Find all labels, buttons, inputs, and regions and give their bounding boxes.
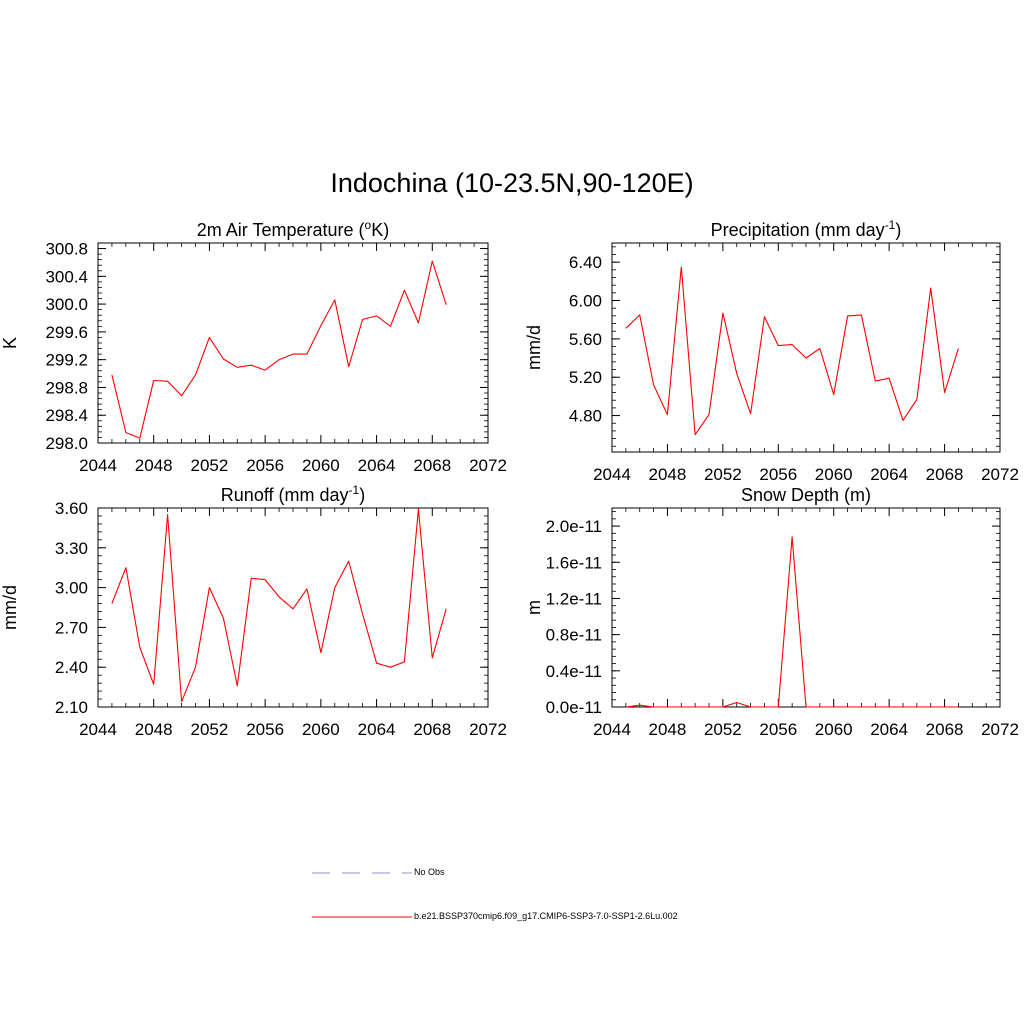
y-tick-label: 3.30 <box>55 539 88 558</box>
y-tick-label: 300.4 <box>45 267 88 286</box>
y-tick-label: 2.0e-11 <box>546 517 602 536</box>
plot-frame <box>97 507 489 708</box>
panel-title-tail: K) <box>371 220 389 240</box>
panel-title: Snow Depth (m) <box>741 485 871 505</box>
x-tick-label: 2072 <box>469 720 507 739</box>
series-line <box>625 536 959 708</box>
x-tick-label: 2052 <box>704 465 742 484</box>
x-tick-label: 2056 <box>246 720 284 739</box>
figure-title: Indochina (10-23.5N,90-120E) <box>330 168 694 198</box>
y-tick-label: 2.10 <box>55 698 88 717</box>
x-tick-label: 2060 <box>815 465 853 484</box>
x-tick-label: 2044 <box>79 720 117 739</box>
y-tick-label: 299.2 <box>45 351 88 370</box>
x-tick-label: 2060 <box>815 720 853 739</box>
x-tick-label: 2064 <box>358 720 396 739</box>
y-tick-label: 6.00 <box>569 292 602 311</box>
panel-title-text: Runoff (mm day <box>221 485 349 505</box>
y-tick-label: 2.40 <box>55 658 88 677</box>
panel-title: Runoff (mm day-1) <box>221 483 365 505</box>
y-tick-label: 299.6 <box>45 323 88 342</box>
y-tick-label: 300.8 <box>45 240 88 259</box>
panel-title-text: Snow Depth (m) <box>741 485 871 505</box>
x-tick-label: 2048 <box>135 456 173 475</box>
y-tick-label: 2.70 <box>55 618 88 637</box>
panel-title-text: 2m Air Temperature ( <box>197 220 365 240</box>
y-tick-label: 0.8e-11 <box>546 626 602 645</box>
x-tick-label: 2064 <box>358 456 396 475</box>
panel-title: Precipitation (mm day-1) <box>711 218 902 240</box>
x-tick-label: 2068 <box>926 465 964 484</box>
x-tick-label: 2044 <box>593 720 631 739</box>
legend-label-no-obs: No Obs <box>414 867 445 877</box>
x-tick-label: 2072 <box>981 465 1019 484</box>
series-line <box>111 508 447 703</box>
x-tick-label: 2052 <box>191 456 229 475</box>
y-tick-label: 1.2e-11 <box>546 589 602 608</box>
x-tick-label: 2048 <box>135 720 173 739</box>
y-tick-label: 0.4e-11 <box>546 662 602 681</box>
chart-panel-1: 2044 2048 2052 2056 2060 2064 2068 2072 298.0 298… <box>0 218 507 475</box>
plot-frame <box>611 242 1001 453</box>
x-tick-label: 2068 <box>413 720 451 739</box>
y-tick-label: 0.0e-11 <box>546 698 602 717</box>
chart-panel-4: 2044 2048 2052 2056 2060 2064 2068 2072 0.0e-11 0… <box>524 485 1019 739</box>
y-tick-label: 3.60 <box>55 499 88 518</box>
x-tick-label: 2048 <box>649 465 687 484</box>
y-tick-label: 298.0 <box>45 434 88 453</box>
x-tick-label: 2060 <box>302 720 340 739</box>
y-tick-label: 6.40 <box>569 253 602 272</box>
panel-title-tail: ) <box>895 220 901 240</box>
x-tick-label: 2044 <box>593 465 631 484</box>
x-tick-label: 2048 <box>649 720 687 739</box>
y-tick-label: 298.4 <box>45 406 88 425</box>
x-tick-label: 2072 <box>981 720 1019 739</box>
y-axis-label: mm/d <box>0 585 20 630</box>
series-line <box>111 260 447 439</box>
y-tick-label: 298.8 <box>45 378 88 397</box>
y-axis-label: mm/d <box>524 325 544 370</box>
x-tick-label: 2068 <box>926 720 964 739</box>
x-tick-label: 2068 <box>413 456 451 475</box>
y-tick-label: 1.6e-11 <box>546 553 602 572</box>
panel-title-tail: ) <box>359 485 365 505</box>
legend-label-model: b.e21.BSSP370cmip6.f09_g17.CMIP6-SSP3-7.… <box>414 911 678 921</box>
x-tick-label: 2044 <box>79 456 117 475</box>
y-tick-label: 4.80 <box>569 407 602 426</box>
x-tick-label: 2064 <box>870 465 908 484</box>
series-line <box>625 266 959 436</box>
x-tick-label: 2064 <box>870 720 908 739</box>
x-tick-label: 2052 <box>191 720 229 739</box>
plot-frame <box>611 507 1001 708</box>
panel-title-text: Precipitation (mm day <box>711 220 885 240</box>
x-tick-label: 2052 <box>704 720 742 739</box>
x-tick-label: 2056 <box>759 720 797 739</box>
x-tick-label: 2072 <box>469 456 507 475</box>
panel-title-superscript: -1 <box>349 483 360 497</box>
panel-title: 2m Air Temperature (oK) <box>197 218 389 240</box>
x-tick-label: 2056 <box>246 456 284 475</box>
y-axis-label: K <box>0 337 20 349</box>
panel-title-superscript: o <box>365 218 372 232</box>
y-tick-label: 3.00 <box>55 579 88 598</box>
x-tick-label: 2060 <box>302 456 340 475</box>
chart-panel-3: 2044 2048 2052 2056 2060 2064 2068 2072 2.10 2.40… <box>0 483 507 739</box>
x-tick-label: 2056 <box>759 465 797 484</box>
y-tick-label: 300.0 <box>45 295 88 314</box>
y-axis-label: m <box>524 600 544 615</box>
y-tick-label: 5.20 <box>569 368 602 387</box>
y-tick-label: 5.60 <box>569 330 602 349</box>
chart-panel-2: 2044 2048 2052 2056 2060 2064 2068 2072 4.80 5.20… <box>524 218 1019 484</box>
panel-title-superscript: -1 <box>885 218 896 232</box>
